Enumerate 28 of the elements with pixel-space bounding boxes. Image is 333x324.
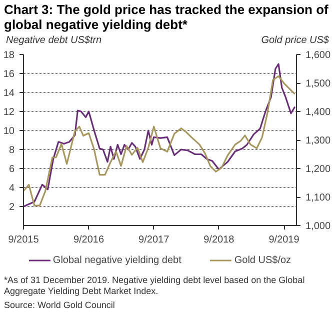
x-tick-label: 9/2017 [138,234,170,246]
x-tick-label: 9/2015 [8,234,40,246]
y-tick-label: 18 [3,50,15,62]
y-tick-label: 4 [8,183,15,194]
source-note: Source: World Gold Council [4,300,116,312]
y2-tick-label: 1,500 [306,78,331,90]
text: *As of 31 December 2019. Negative yielding debt level based on the Global Aggregate Yielding Debt Market Index. [4,275,306,298]
x-tick-label: 9/2016 [73,234,104,246]
y2-tick-label: 1,400 [306,107,331,118]
x-tick-label: 9/2019 [268,234,300,246]
chart-title: Chart 3: The gold price has tracked the expansion of global negative yielding debt* [4,2,329,32]
legend-label: Global negative yielding debt [52,254,182,266]
y2-tick-label: 1,100 [306,192,331,204]
legend-label: Gold US$/oz [234,254,292,266]
y-axis-title: Negative debt US$trn [6,34,102,48]
y2-tick-label: 1,200 [306,164,331,176]
y-tick-label: 8 [8,145,15,156]
y2-tick-label: 1,300 [306,136,331,147]
y-tick-label: 6 [8,164,15,176]
y2-tick-label: 1,600 [306,50,331,62]
x-tick-label: 9/2018 [204,234,235,246]
y2-tick-label: 1,000 [306,221,331,232]
y-tick-label: 16 [3,69,15,80]
y-tick-label: 12 [3,107,15,118]
y-tick-label: 14 [3,88,15,100]
y2-axis-title: Gold price US$ [261,34,329,48]
y-tick-label: 10 [3,126,15,138]
y-tick-label: 2 [8,202,15,214]
